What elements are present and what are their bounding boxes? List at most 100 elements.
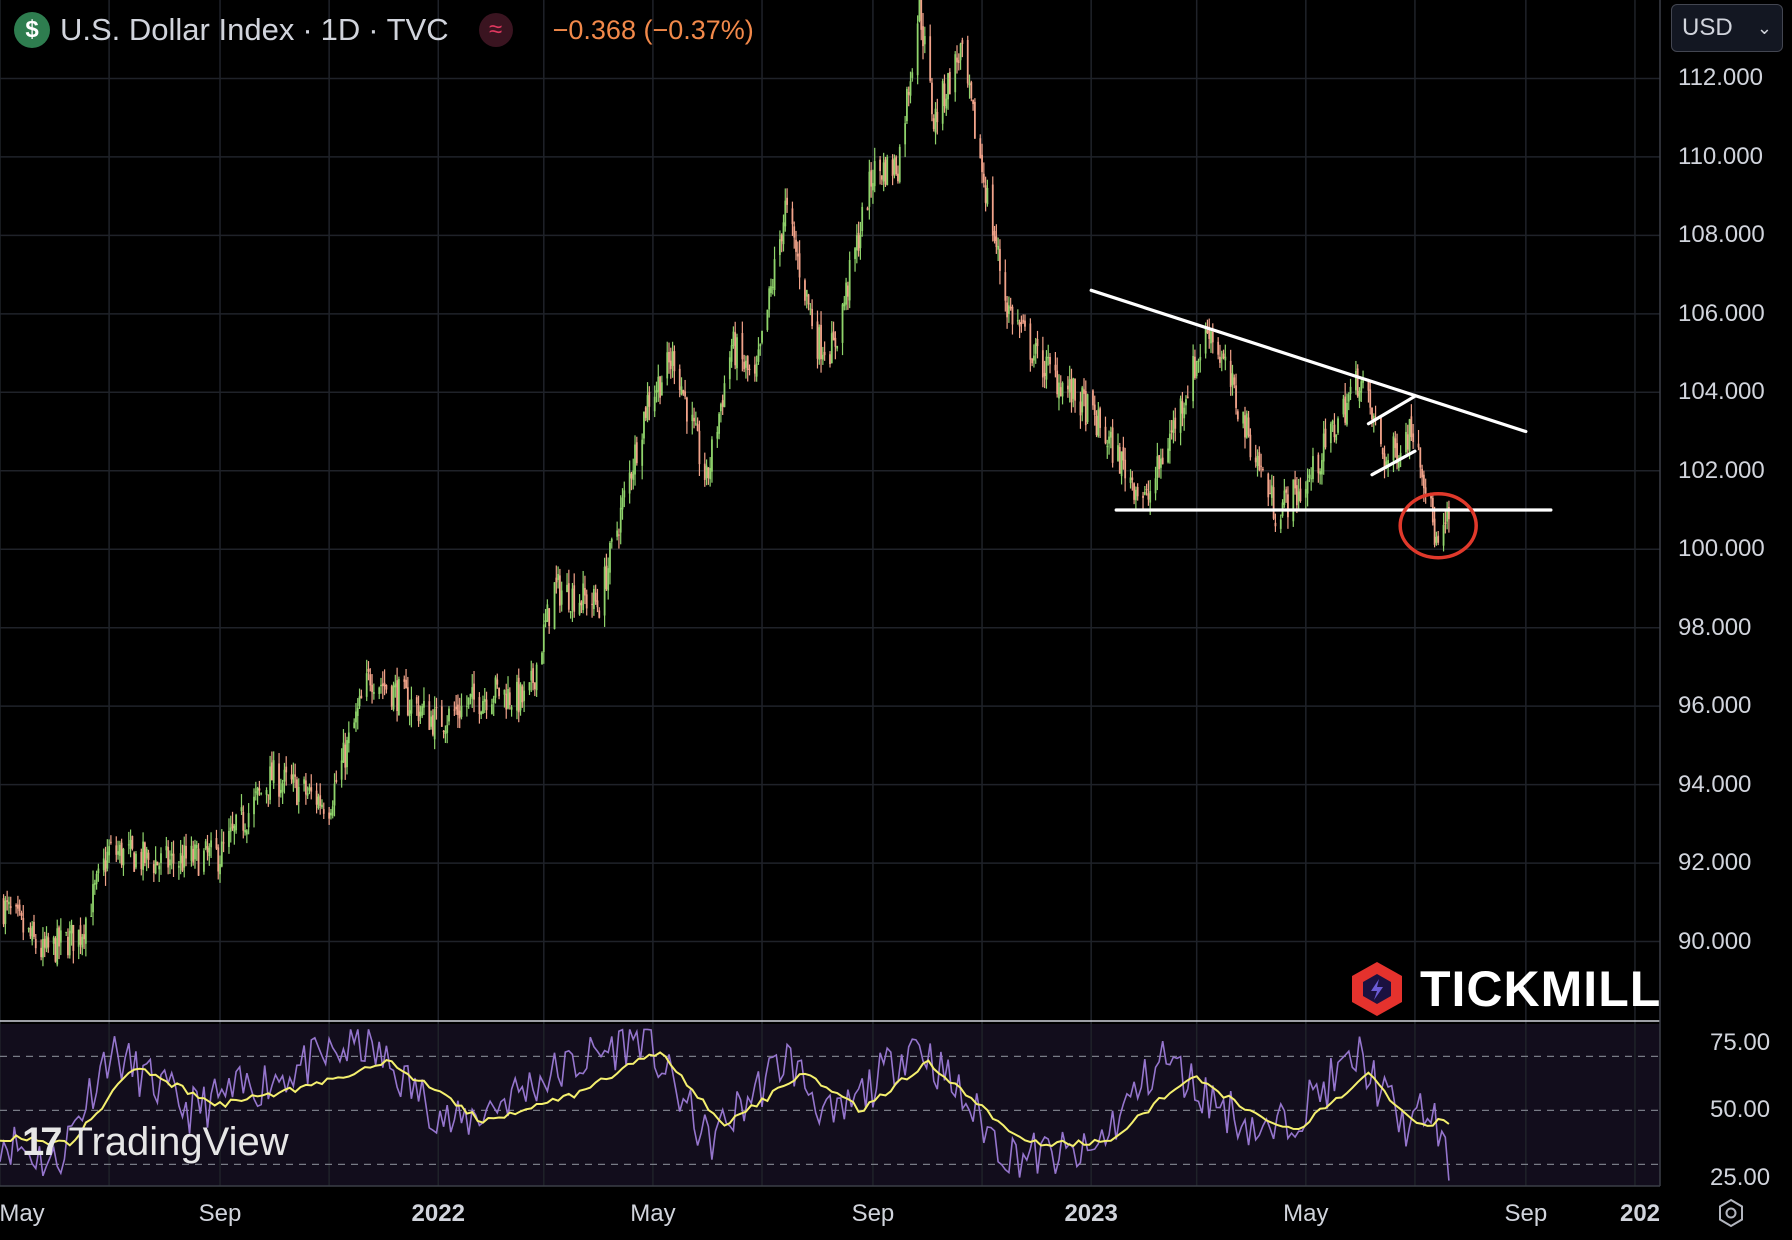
candle-body	[1245, 413, 1248, 438]
candle-body	[279, 789, 282, 794]
candle-body	[795, 239, 797, 252]
candle-body	[868, 171, 871, 207]
candle-body	[281, 783, 284, 792]
dollar-sign-icon[interactable]: $	[14, 12, 50, 48]
rsi-line	[0, 1028, 1450, 1181]
candle-body	[671, 351, 674, 366]
candle-body	[1236, 411, 1239, 420]
candle-body	[1181, 401, 1184, 414]
candle-body	[203, 850, 205, 872]
candle-body	[258, 788, 261, 791]
candle-body	[1294, 479, 1296, 489]
candle-body	[419, 711, 422, 717]
candle-body	[685, 397, 688, 422]
settings-icon[interactable]	[1716, 1198, 1746, 1228]
candle-body	[823, 351, 826, 356]
candle-body	[435, 707, 438, 709]
candle-body	[1229, 360, 1232, 387]
candle-body	[1170, 430, 1173, 433]
candle-body	[641, 439, 644, 466]
candle-body	[773, 259, 776, 290]
candle-body	[607, 568, 610, 591]
candle-body	[728, 357, 731, 380]
candle-body	[879, 159, 881, 172]
candle-body	[219, 864, 221, 875]
candle-body	[1022, 319, 1025, 323]
candle-body	[582, 583, 585, 610]
candle-body	[517, 677, 520, 713]
candle-body	[634, 444, 636, 475]
candle-body	[160, 853, 162, 864]
candle-body	[342, 742, 345, 763]
candle-body	[15, 905, 17, 907]
candle-body	[682, 390, 685, 394]
candle-body	[1360, 381, 1363, 393]
candle-body	[496, 679, 499, 685]
candle-body	[920, 0, 923, 30]
candle-body	[453, 709, 456, 711]
candle-body	[92, 884, 94, 913]
candle-body	[1029, 323, 1032, 360]
candle-body	[47, 937, 50, 948]
price-tick-label: 112.000	[1678, 64, 1763, 92]
candle-body	[120, 842, 123, 865]
candle-body	[410, 699, 413, 714]
candle-body	[165, 846, 168, 851]
currency-selector[interactable]: USD ⌄	[1671, 4, 1783, 52]
wave-icon[interactable]: ≈	[478, 13, 513, 47]
candle-body	[761, 330, 763, 343]
candle-body	[784, 200, 787, 227]
candle-body	[465, 705, 468, 707]
candle-body	[1059, 387, 1062, 397]
candle-body	[1068, 379, 1071, 393]
chevron-down-icon: ⌄	[1756, 17, 1772, 38]
candle-body	[1381, 448, 1384, 455]
candle-body	[67, 936, 69, 956]
candle-body	[997, 245, 1000, 250]
candle-body	[1185, 399, 1187, 406]
candle-body	[1235, 385, 1237, 408]
candle-body	[991, 184, 994, 236]
candle-body	[934, 108, 937, 133]
candle-body	[315, 790, 318, 805]
candle-body	[183, 845, 186, 868]
candle-body	[118, 844, 121, 856]
price-tick-label: 110.000	[1678, 142, 1763, 170]
candle-body	[1106, 446, 1109, 448]
candle-body	[569, 611, 572, 613]
candle-body	[1244, 415, 1246, 438]
candle-body	[16, 904, 19, 909]
candle-body	[242, 811, 245, 831]
candle-body	[102, 858, 105, 871]
candle-body	[480, 711, 483, 715]
candle-body	[1206, 330, 1209, 333]
candle-body	[20, 912, 23, 916]
symbol-title[interactable]: U.S. Dollar Index · 1D · TVC	[60, 12, 449, 47]
trendline	[1089, 288, 1528, 434]
candle-body	[1058, 382, 1060, 399]
candle-body	[516, 681, 518, 711]
candle-body	[1387, 460, 1390, 464]
candle-body	[1367, 381, 1370, 391]
candle-body	[1160, 458, 1162, 468]
candle-body	[1172, 420, 1175, 433]
candle-body	[485, 699, 488, 711]
candle-body	[483, 699, 486, 702]
candle-body	[1142, 495, 1144, 498]
candle-body	[169, 859, 171, 866]
candle-body	[29, 928, 32, 937]
currency-value: USD	[1682, 14, 1733, 41]
candle-body	[54, 938, 57, 962]
candle-body	[548, 608, 551, 626]
candle-body	[215, 838, 218, 849]
price-tick-label: 108.000	[1678, 221, 1765, 249]
candle-body	[1329, 423, 1332, 444]
candle-body	[843, 302, 846, 307]
candle-body	[455, 706, 458, 710]
candle-body	[567, 583, 570, 610]
candle-body	[317, 796, 320, 809]
price-tick-label: 98.000	[1678, 613, 1752, 641]
candle-body	[906, 89, 908, 122]
candle-body	[870, 170, 873, 187]
